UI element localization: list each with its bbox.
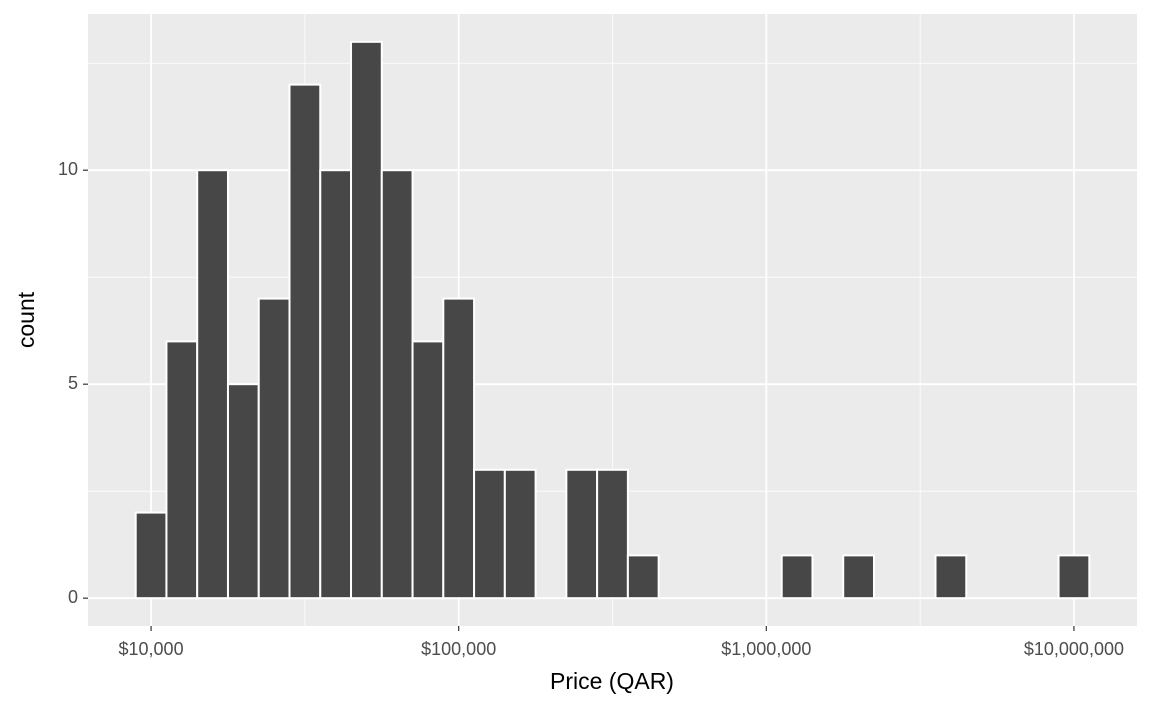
bar: [288, 83, 322, 600]
bar: [196, 169, 229, 600]
bar: [350, 40, 383, 600]
y-axis-title: count: [13, 291, 39, 348]
bar: [226, 383, 260, 600]
bar: [319, 169, 353, 600]
y-tick-label: 10: [58, 159, 78, 179]
bar: [257, 297, 291, 600]
bar: [134, 511, 168, 600]
bar: [1057, 554, 1091, 600]
x-tick-label: $100,000: [421, 639, 496, 659]
bar: [780, 554, 814, 600]
x-axis-title: Price (QAR): [550, 668, 674, 694]
bar: [442, 297, 476, 600]
bar: [473, 468, 506, 600]
y-tick-label: 5: [68, 373, 78, 393]
bar: [934, 554, 968, 600]
x-tick-label: $1,000,000: [721, 639, 811, 659]
bar: [596, 468, 629, 600]
bar: [503, 468, 537, 600]
bar: [380, 169, 414, 600]
y-tick-label: 0: [68, 587, 78, 607]
bar: [411, 340, 445, 600]
bar: [565, 468, 599, 600]
bar: [842, 554, 875, 600]
bar: [165, 340, 199, 600]
bar: [626, 554, 660, 600]
x-tick-label: $10,000: [119, 639, 184, 659]
x-tick-label: $10,000,000: [1024, 639, 1124, 659]
